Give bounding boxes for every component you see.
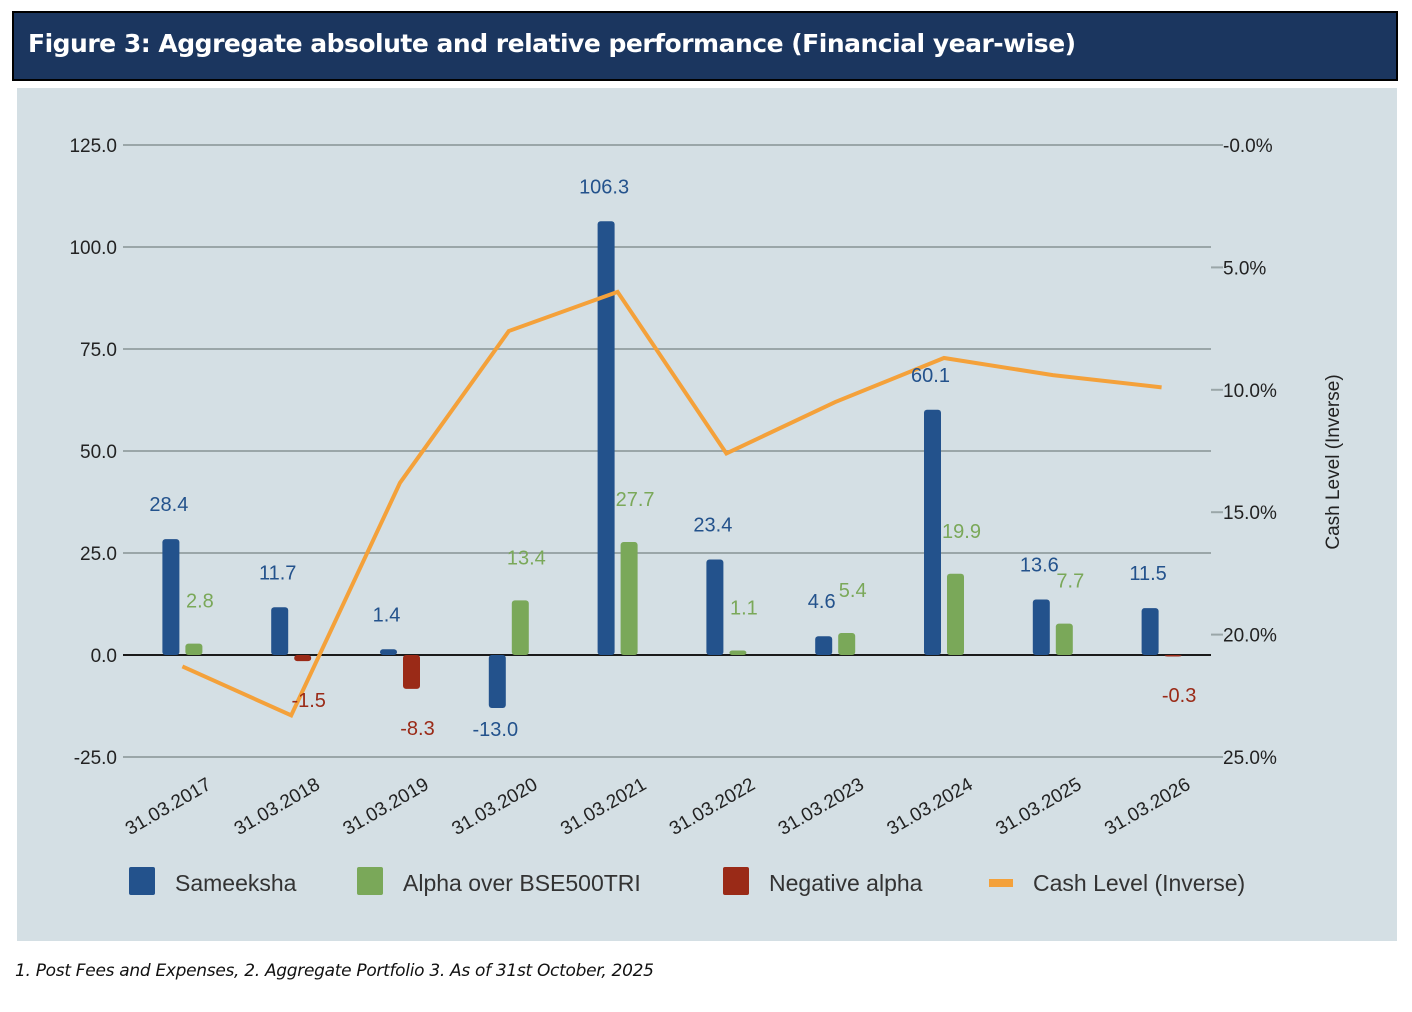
y2-tick-label: 10.0% <box>1223 381 1277 402</box>
data-label-sameeksha: 11.5 <box>1129 563 1166 585</box>
legend-negative-alpha-label: Negative alpha <box>769 870 923 896</box>
y2-tick-label: -0.0% <box>1223 136 1273 157</box>
bar-alpha <box>1055 623 1073 655</box>
y-tick-label: 100.0 <box>69 238 117 259</box>
y-tick-label: 0.0 <box>91 646 117 667</box>
x-tick-label: 31.03.2024 <box>884 774 977 840</box>
bar-sameeksha <box>706 559 724 655</box>
y2-tick-label: 20.0% <box>1223 626 1277 647</box>
data-label-sameeksha: 60.1 <box>911 365 950 387</box>
data-label-sameeksha: 23.4 <box>693 515 732 537</box>
bar-sameeksha <box>271 607 289 655</box>
line-cash-level <box>181 289 1162 719</box>
bar-sameeksha <box>380 649 397 655</box>
data-label-sameeksha: 28.4 <box>149 494 188 516</box>
data-label-sameeksha: 1.4 <box>373 604 401 626</box>
data-label-negative-alpha: -1.5 <box>291 690 325 712</box>
y2-tick-label: 15.0% <box>1223 503 1277 524</box>
bar-negative-alpha <box>294 655 312 662</box>
data-label-sameeksha: 106.3 <box>579 176 629 198</box>
data-label-negative-alpha: -8.3 <box>400 718 434 740</box>
bar-negative-alpha <box>403 655 420 689</box>
data-label-alpha: 7.7 <box>1056 571 1084 593</box>
figure-title: Figure 3: Aggregate absolute and relativ… <box>28 29 1076 58</box>
legend-sameeksha-label: Sameeksha <box>175 870 297 896</box>
data-label-alpha: 19.9 <box>942 521 981 543</box>
bar-sameeksha <box>1141 608 1159 655</box>
legend-cash-level-swatch <box>989 879 1013 887</box>
bar-alpha <box>838 632 856 655</box>
chart-panel: 125.0 100.0 75.0 50.0 25.0 0.0 -25.0 -0.0% 5.0% 1… <box>17 88 1397 941</box>
data-label-sameeksha: -13.0 <box>473 719 519 741</box>
bar-alpha <box>729 650 747 655</box>
x-tick-label: 31.03.2022 <box>666 774 759 840</box>
data-label-sameeksha: 13.6 <box>1020 555 1059 577</box>
legend-sameeksha-swatch <box>129 867 155 895</box>
data-label-alpha: 13.4 <box>507 547 546 569</box>
y2-tick-label: 25.0% <box>1223 748 1277 769</box>
x-tick-label: 31.03.2023 <box>775 774 868 840</box>
data-label-negative-alpha: -0.3 <box>1162 685 1196 707</box>
data-label-alpha: 27.7 <box>616 489 655 511</box>
y2-axis-title: Cash Level (Inverse) <box>1323 374 1344 549</box>
footnote: 1. Post Fees and Expenses, 2. Aggregate … <box>15 961 654 981</box>
legend-cash-level-label: Cash Level (Inverse) <box>1033 870 1245 896</box>
legend-negative-alpha-swatch <box>723 867 749 895</box>
data-label-alpha: 2.8 <box>186 591 214 613</box>
legend-alpha-label: Alpha over BSE500TRI <box>403 870 641 896</box>
bar-sameeksha <box>597 221 615 655</box>
combo-chart: 125.0 100.0 75.0 50.0 25.0 0.0 -25.0 -0.0% 5.0% 1… <box>69 136 1344 896</box>
bar-alpha <box>620 541 638 655</box>
x-tick-label: 31.03.2025 <box>992 774 1085 840</box>
y-tick-label: 75.0 <box>80 340 117 361</box>
x-tick-label: 31.03.2020 <box>448 774 541 840</box>
bar-alpha <box>185 643 203 655</box>
x-tick-label: 31.03.2018 <box>231 774 324 840</box>
y-tick-label: 25.0 <box>80 544 117 565</box>
bar-alpha <box>511 600 529 655</box>
bar-sameeksha <box>488 655 506 709</box>
data-label-alpha: 1.1 <box>730 598 758 620</box>
data-label-sameeksha: 11.7 <box>259 562 296 584</box>
bar-alpha <box>947 573 964 655</box>
bar-sameeksha <box>162 539 180 655</box>
bar-sameeksha <box>1032 599 1050 655</box>
y-tick-label: 125.0 <box>69 136 117 157</box>
data-label-sameeksha: 4.6 <box>808 591 836 613</box>
x-tick-label: 31.03.2017 <box>122 774 215 840</box>
y-tick-label: -25.0 <box>74 748 117 769</box>
figure-title-bar: Figure 3: Aggregate absolute and relativ… <box>12 11 1398 81</box>
bar-negative-alpha <box>1164 655 1182 657</box>
data-label-alpha: 5.4 <box>839 580 867 602</box>
x-tick-label: 31.03.2019 <box>340 774 433 840</box>
bar-sameeksha <box>815 636 833 655</box>
y2-tick-label: 5.0% <box>1223 258 1266 279</box>
x-tick-label: 31.03.2026 <box>1101 774 1194 840</box>
y-tick-label: 50.0 <box>80 442 117 463</box>
legend-alpha-swatch <box>357 867 383 895</box>
bar-sameeksha <box>924 409 941 655</box>
x-tick-label: 31.03.2021 <box>557 774 650 840</box>
